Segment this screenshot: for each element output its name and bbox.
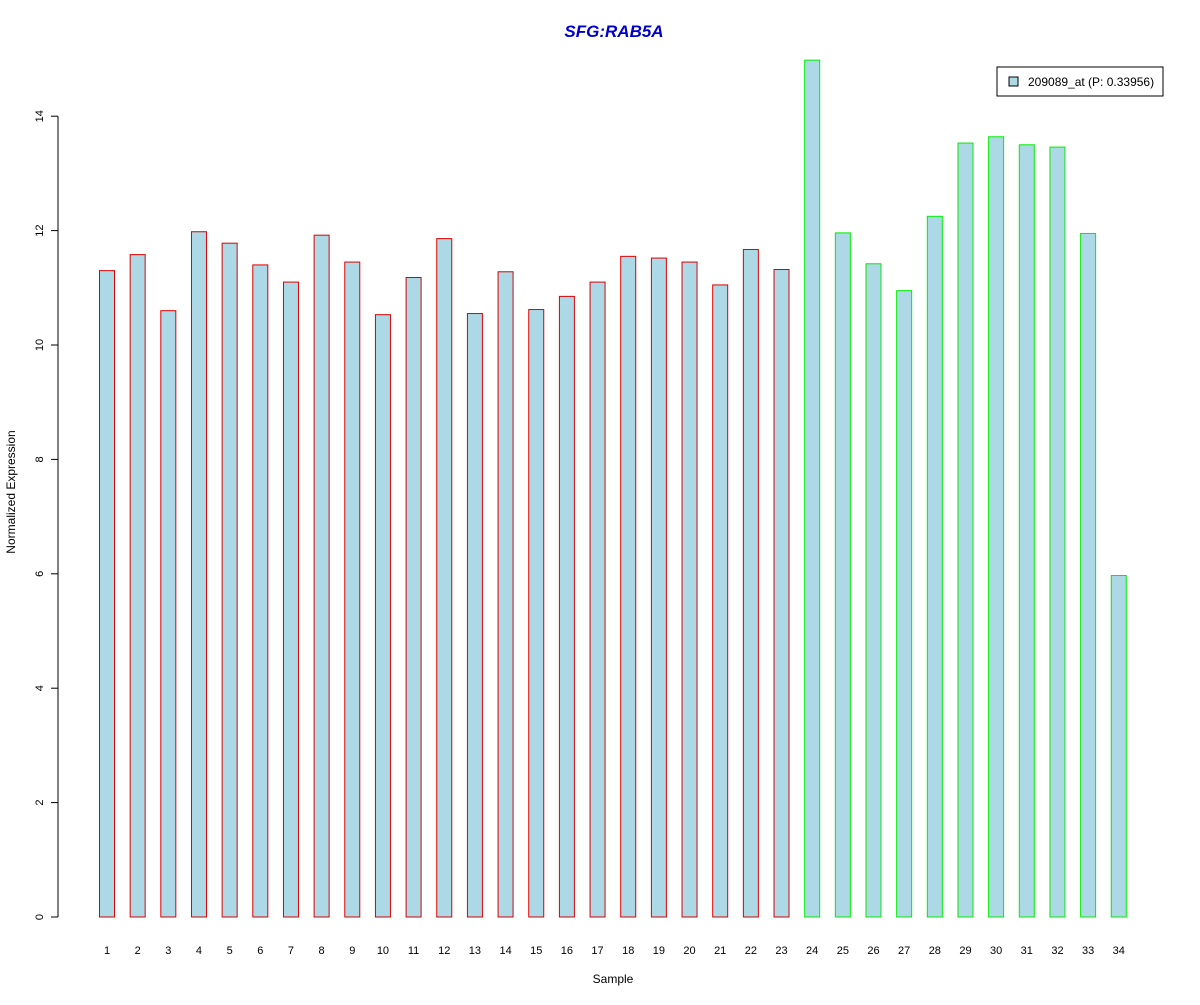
x-tick-label: 5 [227,945,233,957]
bar-sample-13 [466,313,483,918]
legend: 209089_at (P: 0.33956) [996,66,1164,97]
x-tick-label: 22 [745,945,757,957]
bar-sample-9 [344,261,361,918]
y-tick-label: 12 [34,224,46,236]
bar-sample-12 [436,238,453,918]
x-tick-label: 29 [959,945,971,957]
y-tick-label: 0 [34,914,46,920]
x-axis-tick-labels: 1 2 3 4 5 6 7 8 9 10 11 12 13 14 15 16 17 18 19 20 21 22 23 24 2… [104,945,1125,957]
y-tick-label: 10 [34,339,46,351]
bar-sample-24 [804,59,821,918]
bar-sample-17 [589,281,606,918]
bar-sample-29 [957,142,974,918]
bar-sample-34 [1110,575,1127,918]
y-tick-label: 14 [34,110,46,122]
x-tick-label: 26 [867,945,879,957]
x-tick-label: 30 [990,945,1002,957]
x-tick-label: 9 [349,945,355,957]
y-axis-label: Normalized Expression [4,430,18,553]
x-tick-label: 21 [714,945,726,957]
x-tick-label: 33 [1082,945,1094,957]
bar-sample-19 [650,257,667,918]
bar-sample-2 [129,254,146,918]
x-tick-label: 20 [683,945,695,957]
x-tick-label: 4 [196,945,202,957]
bar-sample-32 [1049,146,1066,918]
bar-sample-20 [681,261,698,918]
bar-sample-27 [896,290,913,918]
x-tick-label: 12 [438,945,450,957]
bar-sample-21 [712,284,729,918]
x-tick-label: 7 [288,945,294,957]
bar-sample-3 [160,310,177,918]
x-tick-label: 13 [469,945,481,957]
bar-sample-4 [190,231,207,918]
x-tick-label: 1 [104,945,110,957]
x-tick-label: 16 [561,945,573,957]
x-tick-label: 6 [257,945,263,957]
bar-sample-18 [620,255,637,918]
bars [99,59,1127,918]
x-axis-label: Sample [593,972,634,986]
x-tick-label: 17 [591,945,603,957]
x-tick-label: 34 [1113,945,1125,957]
x-tick-label: 3 [165,945,171,957]
bar-sample-14 [497,271,514,918]
x-tick-label: 8 [319,945,325,957]
bar-sample-6 [252,264,269,918]
y-axis-ticks: 0 2 4 6 8 10 12 14 [34,110,58,920]
x-tick-label: 23 [775,945,787,957]
x-tick-label: 27 [898,945,910,957]
x-tick-label: 28 [929,945,941,957]
x-tick-label: 19 [653,945,665,957]
bar-sample-7 [282,281,299,918]
legend-label: 209089_at (P: 0.33956) [1028,75,1154,89]
y-tick-label: 2 [34,800,46,806]
bar-sample-30 [988,136,1005,918]
bar-sample-23 [773,269,790,918]
chart-title: SFG:RAB5A [564,22,663,41]
bar-sample-15 [528,309,545,918]
x-tick-label: 15 [530,945,542,957]
bar-sample-16 [558,295,575,918]
bar-sample-5 [221,242,238,918]
x-tick-label: 24 [806,945,818,957]
x-tick-label: 2 [135,945,141,957]
bar-sample-11 [405,277,422,918]
y-tick-label: 6 [34,571,46,577]
x-tick-label: 18 [622,945,634,957]
x-tick-label: 31 [1021,945,1033,957]
x-tick-label: 32 [1051,945,1063,957]
bar-sample-26 [865,263,882,918]
bar-sample-8 [313,234,330,918]
bar-sample-33 [1080,232,1097,918]
y-tick-label: 4 [34,685,46,691]
bar-sample-31 [1018,144,1035,918]
legend-swatch [1008,76,1019,87]
bar-sample-1 [99,270,115,918]
x-tick-label: 11 [408,945,419,957]
legend-box [996,66,1164,97]
bar-sample-25 [834,232,851,918]
x-tick-label: 25 [837,945,849,957]
x-tick-label: 14 [499,945,511,957]
bar-sample-10 [374,314,391,918]
bar-sample-22 [742,248,759,918]
x-tick-label: 10 [377,945,389,957]
bar-sample-28 [926,215,943,918]
y-tick-label: 8 [34,456,46,462]
